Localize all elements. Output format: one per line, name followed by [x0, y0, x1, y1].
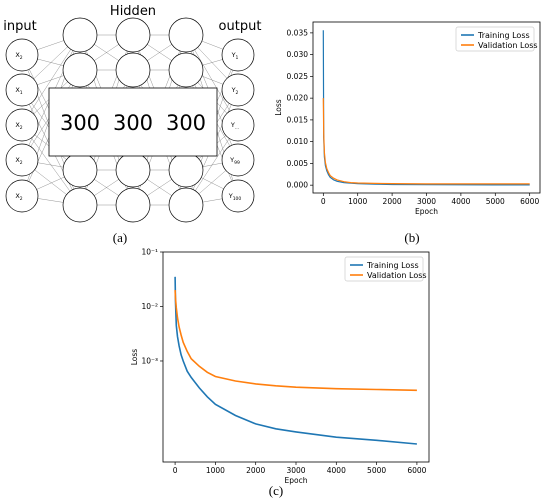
x-tick-label: 0	[321, 197, 326, 206]
legend-label: Validation Loss	[478, 41, 538, 50]
hidden-node	[115, 187, 151, 223]
hidden-node	[62, 17, 98, 53]
chart-c: 0 1000 2000 3000 4000 5000 6000 10⁻¹ 10⁻² 10⁻³ Epo…	[130, 248, 430, 485]
hidden-size-3: 300	[166, 111, 206, 135]
x-tick-label: 4000	[327, 466, 346, 475]
output-node	[221, 108, 255, 142]
input-node	[5, 179, 39, 213]
y-tick-label: 10⁻²	[141, 302, 158, 311]
x-axis-label: Epoch	[285, 476, 308, 485]
output-node-label: Y99	[229, 156, 240, 166]
x-tick-label: 5000	[486, 197, 505, 206]
hidden-node	[168, 152, 204, 188]
series-line-training	[174, 276, 417, 445]
y-tick-label: 0.025	[287, 72, 309, 81]
input-node-label: X1	[15, 86, 22, 96]
output-node-label: Y100	[228, 192, 242, 202]
input-node-label: X2	[15, 51, 22, 61]
hidden-size-box	[48, 87, 218, 157]
network-edge	[21, 34, 81, 126]
input-node	[5, 108, 39, 142]
input-title: input	[3, 19, 36, 34]
x-tick-label: 1000	[348, 197, 367, 206]
x-tick-label: 6000	[407, 466, 426, 475]
output-node	[221, 38, 255, 72]
panel-label-b: (b)	[404, 230, 419, 245]
hidden-node	[115, 52, 151, 88]
output-node	[221, 179, 255, 213]
y-axis-label: Loss	[130, 349, 139, 366]
legend-label: Training Loss	[477, 31, 530, 40]
plot-frame	[162, 251, 430, 463]
y-tick-label: 0.005	[287, 159, 309, 168]
y-tick-label: 0.035	[287, 28, 309, 37]
output-node-label: Y2	[231, 86, 239, 96]
x-tick-label: 2000	[246, 466, 265, 475]
x-tick-label: 1000	[206, 466, 225, 475]
output-node-label: Y...	[230, 121, 239, 131]
input-node	[5, 38, 39, 72]
hidden-node	[62, 152, 98, 188]
hidden-node	[115, 17, 151, 53]
hidden-size-2: 300	[113, 111, 153, 135]
y-tick-label: 0.000	[287, 181, 309, 190]
x-tick-label: 5000	[367, 466, 386, 475]
output-node-label: Y1	[231, 51, 239, 61]
x-tick-label: 4000	[451, 197, 470, 206]
hidden-node	[62, 187, 98, 223]
y-tick-label: 10⁻³	[141, 356, 158, 365]
x-tick-label: 3000	[286, 466, 305, 475]
input-node-label: X2	[15, 192, 22, 202]
y-axis-label: Loss	[274, 99, 283, 116]
legend-label: Training Loss	[366, 261, 419, 270]
hidden-node	[168, 52, 204, 88]
panel-label-c: (c)	[269, 483, 283, 498]
hidden-title: Hidden	[110, 4, 156, 19]
network-diagram: X2 X1 X2 X2 X2 Y1 Y2 Y... Y99 Y100 300 300 300 input H…	[3, 4, 262, 223]
panel-label-a: (a)	[113, 230, 127, 245]
input-node-label: X2	[15, 156, 22, 166]
hidden-size-1: 300	[60, 111, 100, 135]
x-tick-label: 3000	[417, 197, 436, 206]
legend-label: Validation Loss	[367, 271, 427, 280]
series-line-training	[322, 30, 530, 186]
hidden-node	[115, 152, 151, 188]
y-tick-label: 0.015	[287, 115, 309, 124]
y-tick-label: 0.030	[287, 50, 309, 59]
y-tick-label: 0.020	[287, 94, 309, 103]
series-line-validation	[322, 98, 530, 185]
y-tick-label: 0.010	[287, 137, 309, 146]
hidden-node	[168, 17, 204, 53]
x-tick-label: 0	[173, 466, 178, 475]
legend-box	[455, 26, 535, 52]
hidden-node	[168, 187, 204, 223]
x-tick-label: 6000	[520, 197, 539, 206]
series-line-validation	[174, 290, 417, 392]
x-axis-label: Epoch	[415, 207, 438, 216]
input-node-label: X2	[15, 121, 22, 131]
legend-box	[344, 256, 424, 282]
input-node	[5, 143, 39, 177]
chart-b: 0 1000 2000 3000 4000 5000 6000 0.000 0.005 0.010…	[274, 21, 541, 216]
input-node	[5, 73, 39, 107]
output-node	[221, 143, 255, 177]
hidden-node	[62, 52, 98, 88]
output-title: output	[219, 19, 262, 34]
x-tick-label: 2000	[383, 197, 402, 206]
output-node	[221, 73, 255, 107]
y-tick-label: 10⁻¹	[141, 248, 158, 257]
